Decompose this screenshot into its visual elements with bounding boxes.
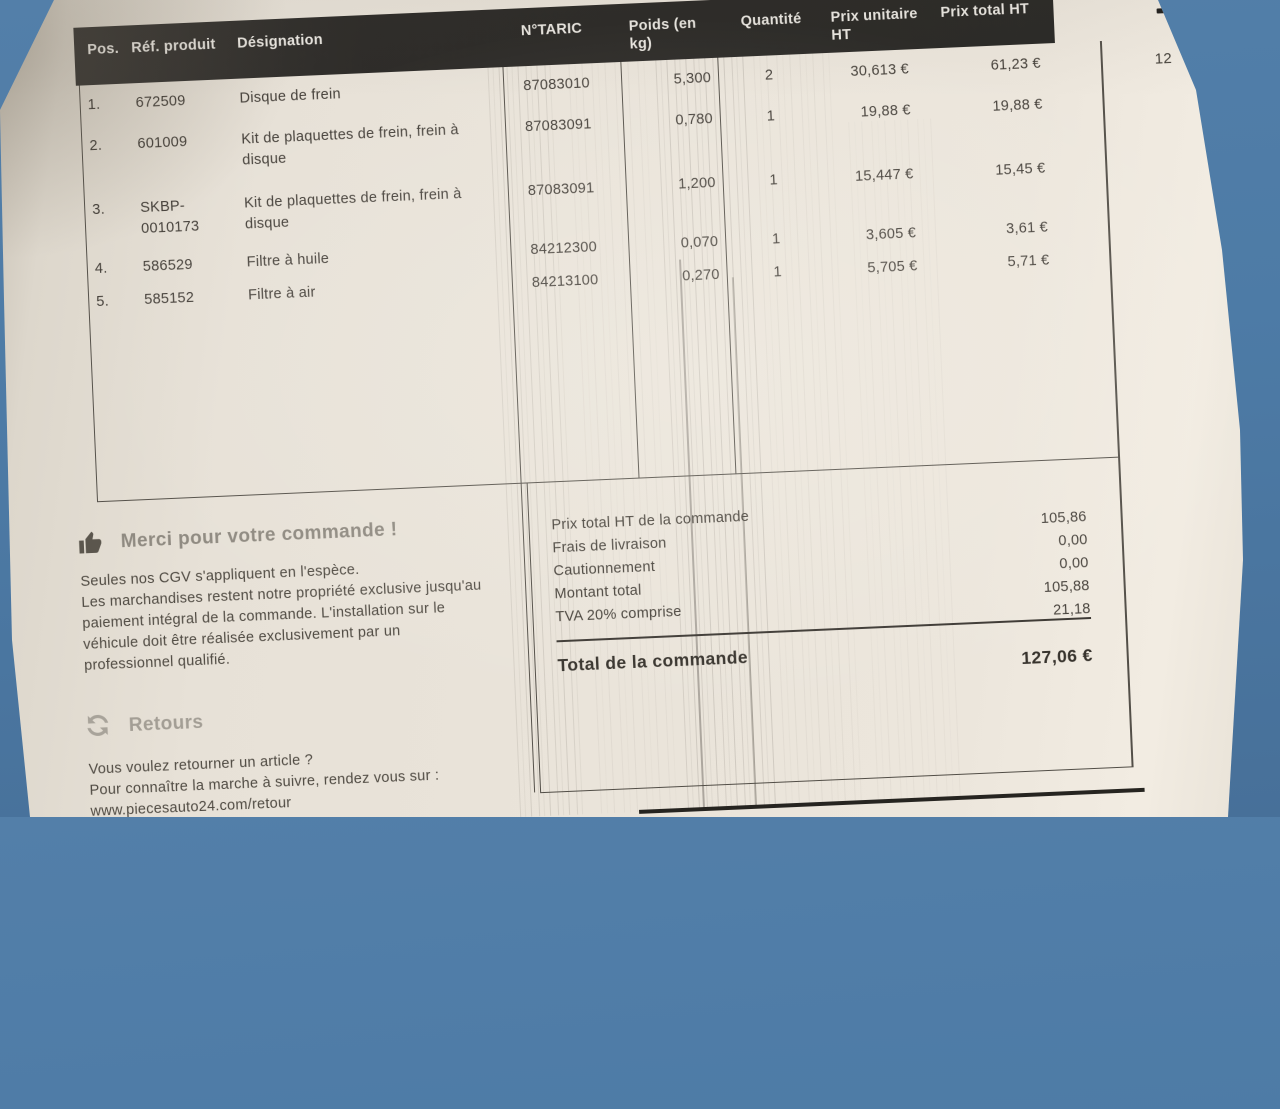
cell-designation: Kit de plaquettes de frein, frein à disq… bbox=[244, 183, 498, 236]
column-header-pos: Pos. bbox=[87, 40, 119, 59]
cell-poids: 0,270 bbox=[587, 265, 720, 292]
cell-pos: 2. bbox=[89, 135, 124, 157]
totals-row-value: 21,18 bbox=[1053, 601, 1091, 619]
cell-quantite: 1 bbox=[747, 169, 800, 192]
totals-row-label: Frais de livraison bbox=[552, 535, 667, 556]
cell-pos: 5. bbox=[96, 291, 131, 313]
circular-arrows-icon bbox=[82, 710, 113, 741]
cell-poids: 5,300 bbox=[579, 68, 712, 95]
order-total-value: 127,06 € bbox=[1021, 645, 1093, 669]
column-header-designation: Désignation bbox=[237, 31, 323, 53]
cell-poids: 1,200 bbox=[583, 173, 716, 200]
cell-pos: 3. bbox=[92, 199, 127, 221]
cell-prix-unitaire: 30,613 € bbox=[803, 59, 910, 85]
cell-prix-total: 15,45 € bbox=[933, 159, 1046, 185]
totals-rows: Prix total HT de la commande 105,86 Frai… bbox=[528, 457, 1119, 483]
totals-row-label: Prix total HT de la commande bbox=[551, 509, 749, 534]
returns-paragraph: Vous voulez retourner un article ? Pour … bbox=[88, 741, 530, 823]
order-total-row: Total de la commande 127,06 € bbox=[557, 632, 1092, 676]
cell-prix-unitaire: 5,705 € bbox=[811, 256, 918, 282]
cell-prix-total: 5,71 € bbox=[937, 250, 1050, 276]
column-header-poids: Poids (en kg) bbox=[628, 14, 708, 54]
totals-box: Prix total HT de la commande 105,86 Frai… bbox=[527, 457, 1134, 794]
cell-designation: Disque de frein bbox=[239, 78, 492, 110]
column-header-ref-produit: Réf. produit bbox=[131, 36, 216, 58]
thumbs-up-icon bbox=[76, 528, 105, 557]
cell-prix-unitaire: 19,88 € bbox=[804, 100, 911, 126]
cell-prix-unitaire: 3,605 € bbox=[810, 223, 917, 249]
cell-ref-produit: SKBP-0010173 bbox=[140, 194, 230, 240]
column-header-taric: N°TARIC bbox=[521, 20, 583, 41]
cell-ref-produit: 585152 bbox=[144, 286, 233, 311]
footer-rule bbox=[639, 788, 1145, 814]
cell-ref-produit: 586529 bbox=[142, 253, 231, 278]
cell-quantite: 1 bbox=[751, 261, 804, 284]
cell-quantite: 1 bbox=[750, 228, 803, 251]
column-header-prix-total: Prix total HT bbox=[940, 0, 1061, 22]
thanks-heading: Merci pour votre commande ! bbox=[120, 519, 398, 553]
terms-paragraph: Seules nos CGV s'appliquent en l'espèce.… bbox=[80, 553, 524, 677]
cell-prix-unitaire: 15,447 € bbox=[807, 164, 914, 190]
column-header-prix-unitaire: Prix unitaire HT bbox=[830, 5, 929, 45]
cell-quantite: 1 bbox=[744, 105, 797, 128]
paper-sheet: Pos. Réf. produit Désignation N°TARIC Po… bbox=[0, 0, 1280, 817]
cell-quantite: 2 bbox=[743, 64, 796, 87]
cell-poids: 0,070 bbox=[586, 232, 719, 259]
cell-pos: 1. bbox=[87, 94, 122, 116]
column-header-quantite: Quantité bbox=[740, 10, 802, 31]
totals-row-label: TVA 20% comprise bbox=[555, 604, 682, 625]
cell-prix-total: 3,61 € bbox=[936, 218, 1049, 244]
order-total-label: Total de la commande bbox=[557, 647, 748, 676]
cell-prix-total: 61,23 € bbox=[928, 54, 1041, 80]
totals-row-label: Montant total bbox=[554, 583, 642, 603]
cell-poids: 0,780 bbox=[581, 109, 714, 136]
cell-ref-produit: 601009 bbox=[137, 130, 226, 155]
returns-heading: Retours bbox=[128, 712, 203, 737]
page-number: 12 bbox=[1154, 50, 1172, 68]
cell-pos: 4. bbox=[94, 258, 129, 280]
totals-row-label: Cautionnement bbox=[553, 559, 655, 579]
margin-dash-mark bbox=[1157, 7, 1184, 13]
cell-prix-total: 19,88 € bbox=[930, 95, 1043, 121]
cell-ref-produit: 672509 bbox=[135, 89, 224, 114]
